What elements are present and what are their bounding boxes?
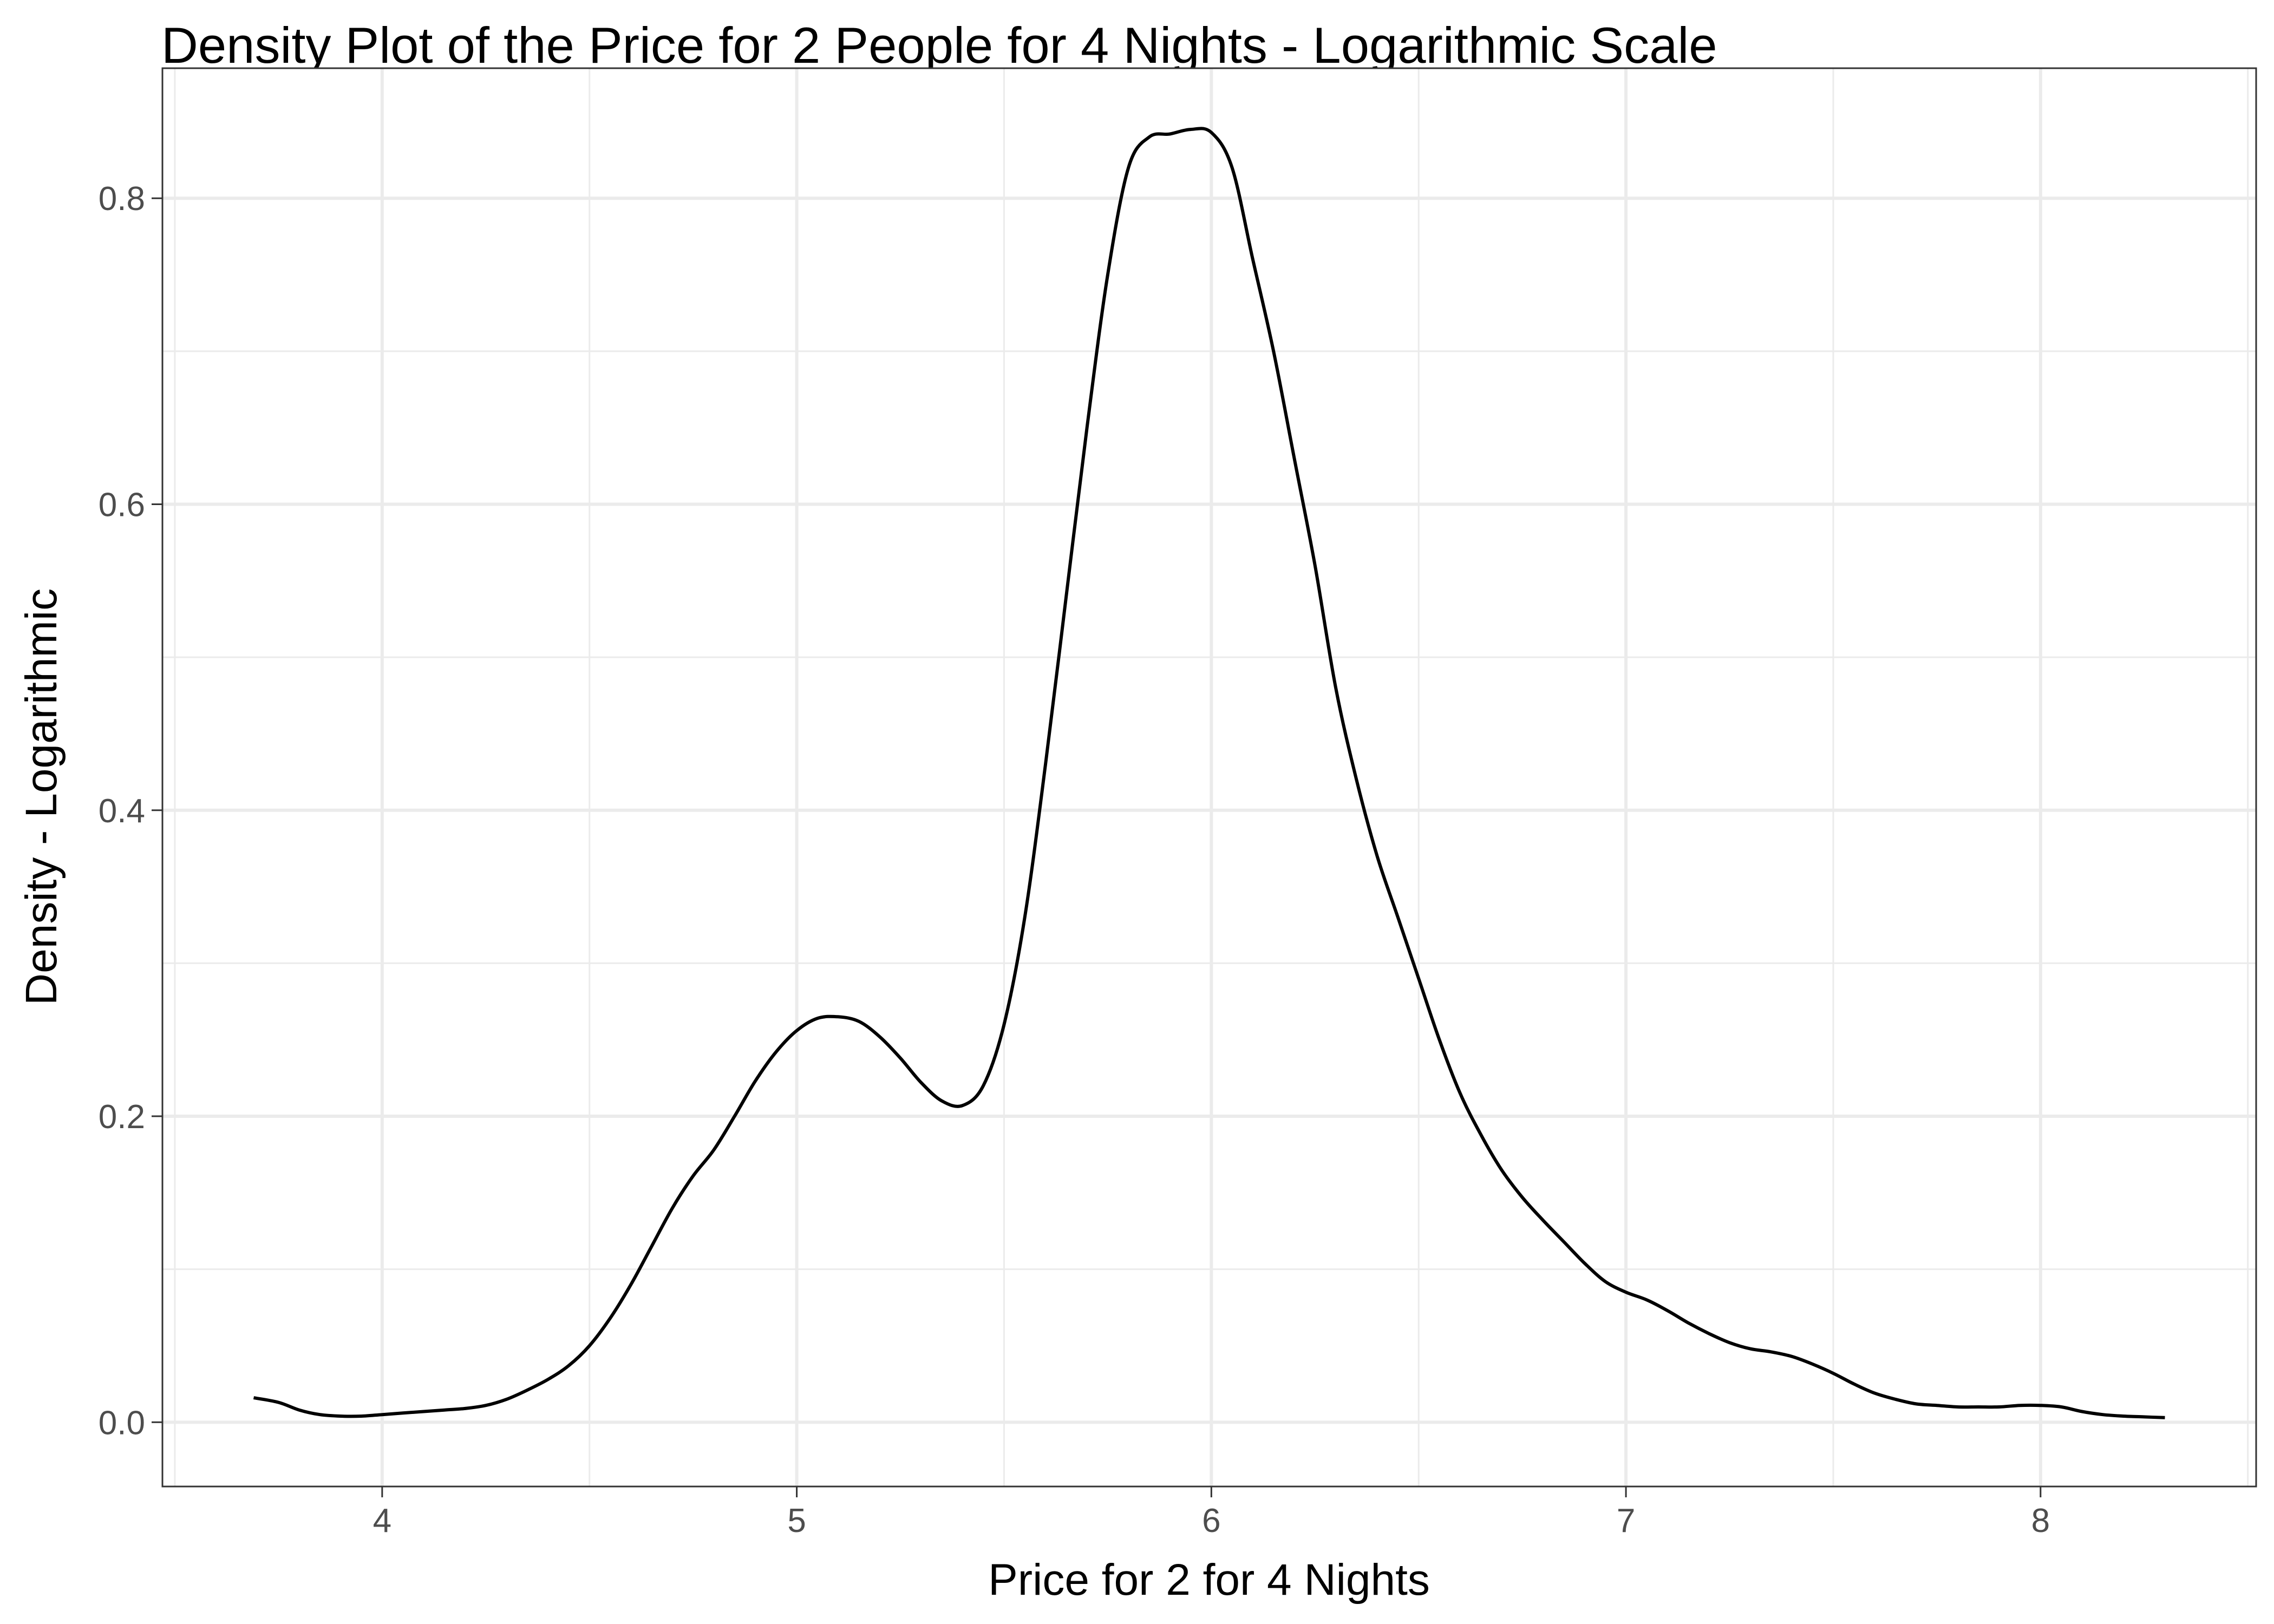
panel-border — [161, 67, 2257, 1488]
x-tick-label: 7 — [1617, 1502, 1635, 1540]
y-tick-label: 0.8 — [99, 180, 145, 218]
x-axis: 4 5 6 7 8 — [373, 1487, 2050, 1540]
density-line — [253, 127, 2165, 1419]
y-tick-label: 0.2 — [99, 1098, 145, 1136]
density-series — [253, 127, 2165, 1419]
chart-title: Density Plot of the Price for 2 People f… — [161, 17, 1717, 74]
x-tick-label: 6 — [1202, 1502, 1220, 1540]
plot-panel — [162, 68, 2256, 1487]
x-axis-title: Price for 2 for 4 Nights — [988, 1555, 1430, 1605]
x-tick-label: 8 — [2031, 1502, 2050, 1540]
panel-background — [162, 68, 2256, 1487]
y-axis-title: Density - Logarithmic — [17, 588, 66, 1005]
y-axis: 0.0 0.2 0.4 0.6 0.8 — [99, 180, 162, 1442]
y-tick-label: 0.0 — [99, 1404, 145, 1442]
minor-gridlines — [162, 68, 2256, 1487]
major-gridlines — [162, 68, 2256, 1487]
y-tick-label: 0.4 — [99, 793, 145, 830]
x-tick-label: 4 — [373, 1502, 391, 1540]
x-tick-label: 5 — [787, 1502, 806, 1540]
y-tick-label: 0.6 — [99, 487, 145, 524]
